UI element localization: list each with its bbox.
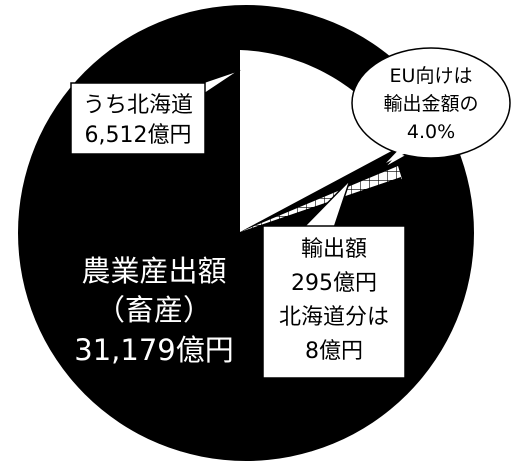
pie-slice-export-hokkaido (240, 177, 402, 232)
eu-label-line3: 4.0% (407, 121, 455, 143)
export-label-line2: 295億円 (291, 271, 377, 296)
hokkaido-callout: うち北海道 6,512億円 (70, 69, 241, 155)
total-label-line1: 農業産出額 (81, 254, 226, 288)
eu-label-line1: EU向けは (390, 65, 473, 87)
pie-slice-hokkaido (240, 50, 401, 232)
eu-bubble-body (351, 47, 511, 159)
hokkaido-label-line2: 6,512億円 (85, 123, 192, 148)
total-label-line2: （畜産） (96, 293, 212, 327)
hokkaido-callout-box (70, 82, 206, 155)
eu-label-line2: 輸出金額の (383, 93, 478, 115)
pie-slice-export (240, 166, 402, 232)
export-callout: 輸出額 295億円 北海道分は 8億円 (262, 179, 406, 379)
export-label-line3: 北海道分は (279, 305, 389, 330)
export-label-line4: 8億円 (305, 339, 363, 364)
total-label: 農業産出額 （畜産） 31,179億円 (74, 254, 233, 367)
total-label-line3: 31,179億円 (74, 333, 233, 367)
export-label-line1: 輸出額 (301, 237, 367, 262)
export-callout-box (262, 225, 406, 379)
hokkaido-label-line1: うち北海道 (83, 93, 193, 118)
eu-bubble: EU向けは 輸出金額の 4.0% (351, 47, 511, 169)
